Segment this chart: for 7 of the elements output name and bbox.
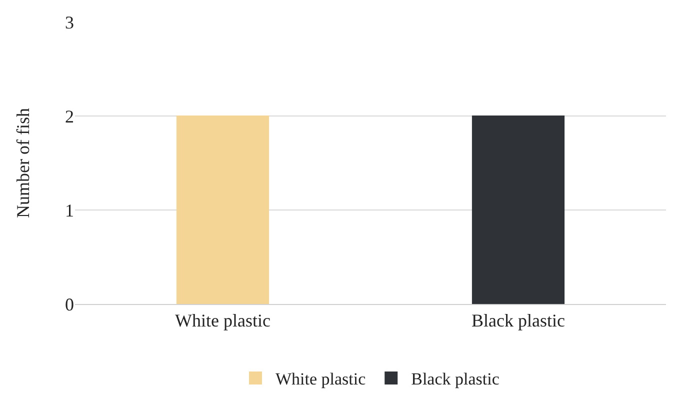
legend-label: Black plastic: [411, 370, 500, 389]
y-tick-label: 0: [65, 294, 74, 314]
y-tick-label: 1: [65, 200, 74, 220]
y-tick-label: 3: [65, 12, 74, 32]
legend-label: White plastic: [276, 370, 366, 389]
y-tick-label: 2: [65, 106, 74, 126]
y-axis-title: Number of fish: [13, 108, 33, 218]
